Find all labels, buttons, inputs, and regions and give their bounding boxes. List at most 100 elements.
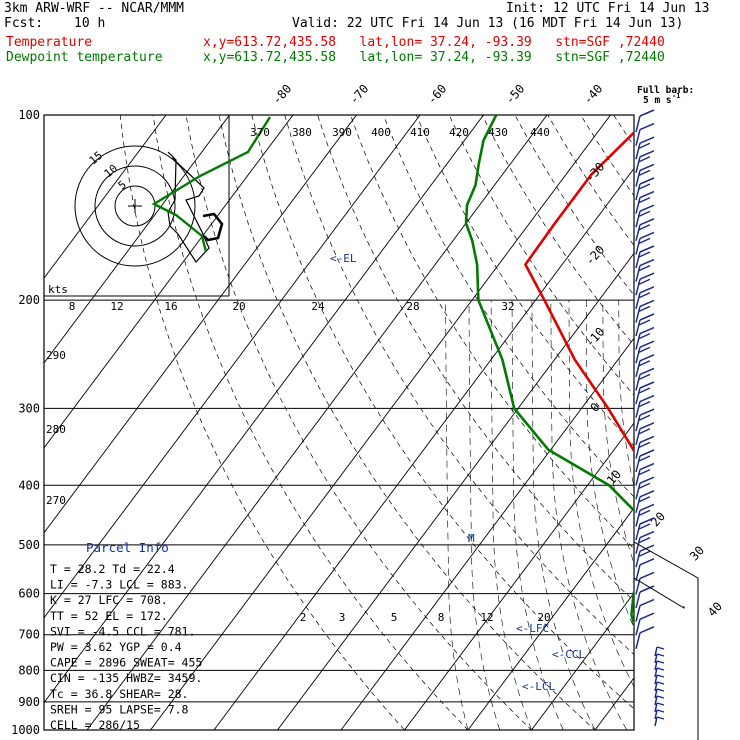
moist-adiabat: [633, 300, 634, 342]
wind-barb: [638, 496, 651, 503]
isotherm-line: [44, 115, 484, 704]
wind-barb: [635, 591, 641, 609]
wind-barb: [656, 653, 665, 657]
wind-barb: [639, 435, 655, 444]
mixing-ratio-label-low: 12: [480, 611, 493, 624]
wind-barb: [638, 387, 651, 394]
wind-barb: [639, 218, 655, 226]
wind-barb: [656, 660, 665, 664]
wind-barb: [638, 373, 651, 381]
mixing-ratio-label: 24: [311, 300, 325, 313]
mixing-ratio-label: 12: [110, 300, 123, 313]
moist-adiabat: [531, 300, 596, 730]
parcel-row: CIN = -135 HWBZ= 3459.: [50, 671, 202, 685]
dewpoint-legend: Dewpoint temperature: [6, 50, 163, 65]
isotherm-line: [712, 115, 740, 740]
sounding-profiles: [464, 115, 634, 629]
dry-adiabat: [580, 115, 634, 197]
theta-label: 380: [292, 126, 312, 139]
dewpoint-profile: [464, 115, 634, 629]
wind-barb: [639, 245, 655, 253]
mixing-ratio-label: 32: [501, 300, 514, 313]
pressure-tick-label: 700: [18, 628, 40, 642]
wind-barb: [654, 674, 658, 685]
dewpoint-profile-upper: [151, 116, 272, 253]
wind-barb: [654, 653, 658, 664]
wind-barb: [635, 374, 641, 391]
ccl-marker: <-CCL: [552, 648, 585, 661]
dry-adiabat: [679, 115, 740, 740]
wind-barb: [638, 305, 651, 313]
isotherm-line: [403, 422, 634, 730]
valid-time: Valid: 22 UTC Fri 14 Jun 13 (16 MDT Fri …: [292, 16, 684, 31]
wind-barb: [639, 394, 655, 403]
mixing-ratio-label-low: 3: [339, 611, 346, 624]
dry-adiabat: [383, 115, 634, 498]
theta-label-low: 290: [46, 349, 66, 362]
isotherm-line: [149, 115, 611, 730]
isotherm-line: [213, 167, 634, 730]
wind-barb: [654, 702, 658, 713]
isotherm-label: 0: [587, 400, 602, 415]
mixing-ratio-label-low: 5: [391, 611, 398, 624]
wind-barb: [635, 401, 641, 418]
theta-label: 430: [488, 126, 508, 139]
wind-barb: [638, 332, 651, 340]
wind-barb: [639, 150, 655, 158]
temperature-location: x,y=613.72,435.58 lat,lon= 37.24, -93.39…: [203, 35, 665, 50]
pressure-tick-label: 100: [18, 108, 40, 122]
wind-barb: [635, 211, 641, 228]
pressure-tick-label: 1000: [11, 723, 40, 737]
wind-barb: [635, 129, 641, 146]
wind-barb: [639, 408, 655, 416]
wind-barb: [635, 292, 641, 309]
frame-extension: [633, 577, 685, 609]
isotherm-line: [276, 252, 634, 730]
hodo-storm-arc: [202, 212, 224, 242]
wind-barb: [654, 695, 658, 706]
wind-barb: [635, 238, 641, 255]
plot-frame: [43, 114, 635, 731]
parcel-row: SREH = 95 LAPSE= 7.8: [50, 702, 189, 716]
wind-barb: [638, 441, 651, 449]
temperature-profile: [524, 130, 634, 454]
pressure-tick-label: 600: [18, 587, 40, 601]
wind-barb: [639, 422, 655, 430]
dry-adiabat: [481, 115, 634, 346]
wind-barb: [654, 667, 658, 678]
wind-barb: [638, 523, 651, 530]
dry-adiabat: [712, 115, 740, 740]
wind-barb: [638, 536, 651, 544]
wind-barb: [639, 122, 655, 131]
dry-adiabat: [350, 115, 634, 550]
wind-barb: [639, 272, 655, 280]
wind-barb: [639, 299, 655, 308]
wind-barb: [638, 468, 651, 476]
moist-adiabat: [568, 300, 634, 688]
moist-adiabat: [663, 300, 740, 730]
mixing-ratio-label-low: 20: [537, 611, 550, 624]
wind-barb: [635, 551, 641, 568]
wind-barb: [656, 702, 665, 706]
wind-barb: [638, 509, 651, 517]
wind-barb: [638, 482, 651, 489]
theta-label-low: 270: [46, 494, 66, 507]
wind-barb: [639, 367, 655, 376]
isotherm-label: -20: [583, 243, 608, 268]
mixing-ratio-label: 8: [69, 300, 76, 313]
wind-barb: [638, 196, 651, 204]
wind-barb: [638, 400, 651, 408]
wind-barb: [656, 646, 665, 650]
pressure-tick-label: 800: [18, 663, 40, 677]
wind-barb: [638, 428, 651, 435]
parcel-info-panel: Parcel Info T = 28.2 Td = 22.4 LI = -7.3 …: [50, 540, 202, 732]
isotherm-line: [44, 115, 294, 449]
theta-label: 420: [449, 126, 469, 139]
wind-barb: [639, 340, 655, 348]
moist-adiabat: [468, 300, 501, 730]
moist-adiabat: [585, 300, 634, 629]
wind-barb: [639, 381, 655, 389]
parcel-row: TT = 52 EL = 172.: [50, 609, 168, 623]
